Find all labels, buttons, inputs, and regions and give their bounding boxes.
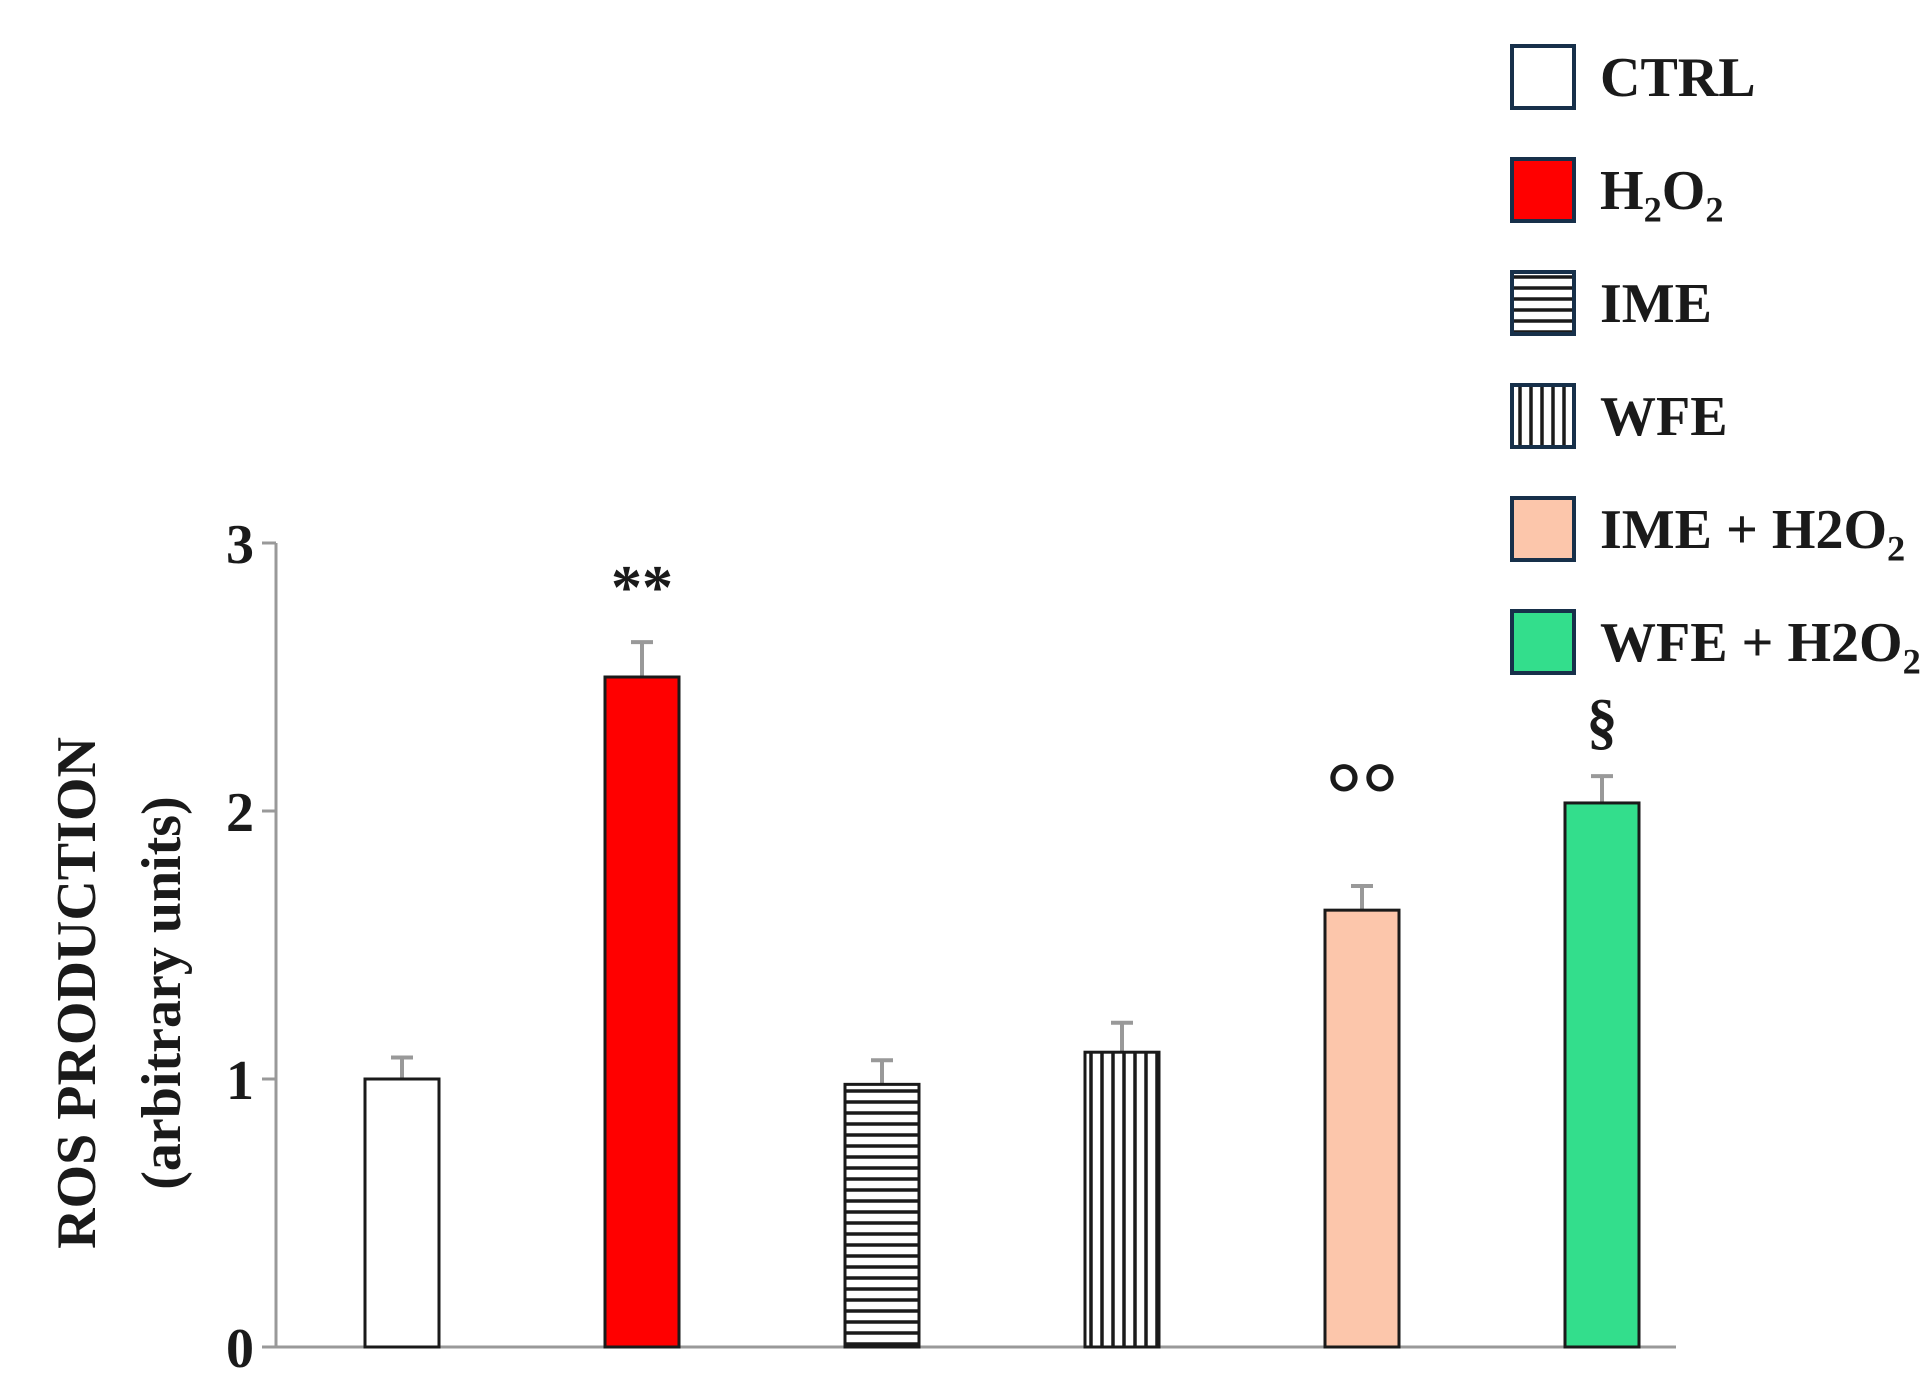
bars: ** °° § — [363, 554, 1641, 1349]
bar-ime-h2o2 — [1323, 908, 1401, 1349]
legend-label-wfe: WFE — [1600, 386, 1728, 448]
legend-swatch-ime-h2o2 — [1510, 496, 1576, 562]
y-tick-label: 1 — [226, 1050, 254, 1112]
significance-marker: ** — [611, 554, 673, 622]
axes: 0 1 2 3 — [226, 514, 1676, 1380]
bar-ctrl — [363, 1077, 441, 1349]
legend-label-h2o2: H2​O2​ — [1600, 160, 1724, 229]
y-tick-label: 2 — [226, 782, 254, 844]
bar-h2o2 — [603, 675, 681, 1349]
legend-label-wfe-h2o2: WFE + H2O2​ — [1600, 612, 1921, 681]
y-axis-label-units: (arbitrary units) — [131, 796, 193, 1190]
y-tick-label: 3 — [226, 514, 254, 576]
legend: CTRL H2​O2​ IME WFE IME + H2O2​ WFE + H2O2​ — [1510, 44, 1921, 681]
bar-ime — [843, 1082, 921, 1349]
legend-swatch-wfe — [1510, 383, 1576, 449]
y-tick-label: 0 — [226, 1318, 254, 1380]
legend-label-ctrl: CTRL — [1600, 47, 1756, 109]
legend-swatch-ctrl — [1510, 44, 1576, 110]
bar-wfe-h2o2 — [1563, 801, 1641, 1349]
legend-label-ime-h2o2: IME + H2O2​ — [1600, 499, 1905, 568]
bar-wfe — [1083, 1050, 1161, 1349]
y-axis-label: ROS PRODUCTION — [46, 737, 108, 1249]
legend-swatch-ime — [1510, 270, 1576, 336]
legend-swatch-h2o2 — [1510, 157, 1576, 223]
significance-marker: °° — [1326, 745, 1398, 844]
significance-marker: § — [1587, 688, 1618, 756]
legend-swatch-wfe-h2o2 — [1510, 609, 1576, 675]
legend-label-ime: IME — [1600, 273, 1712, 335]
